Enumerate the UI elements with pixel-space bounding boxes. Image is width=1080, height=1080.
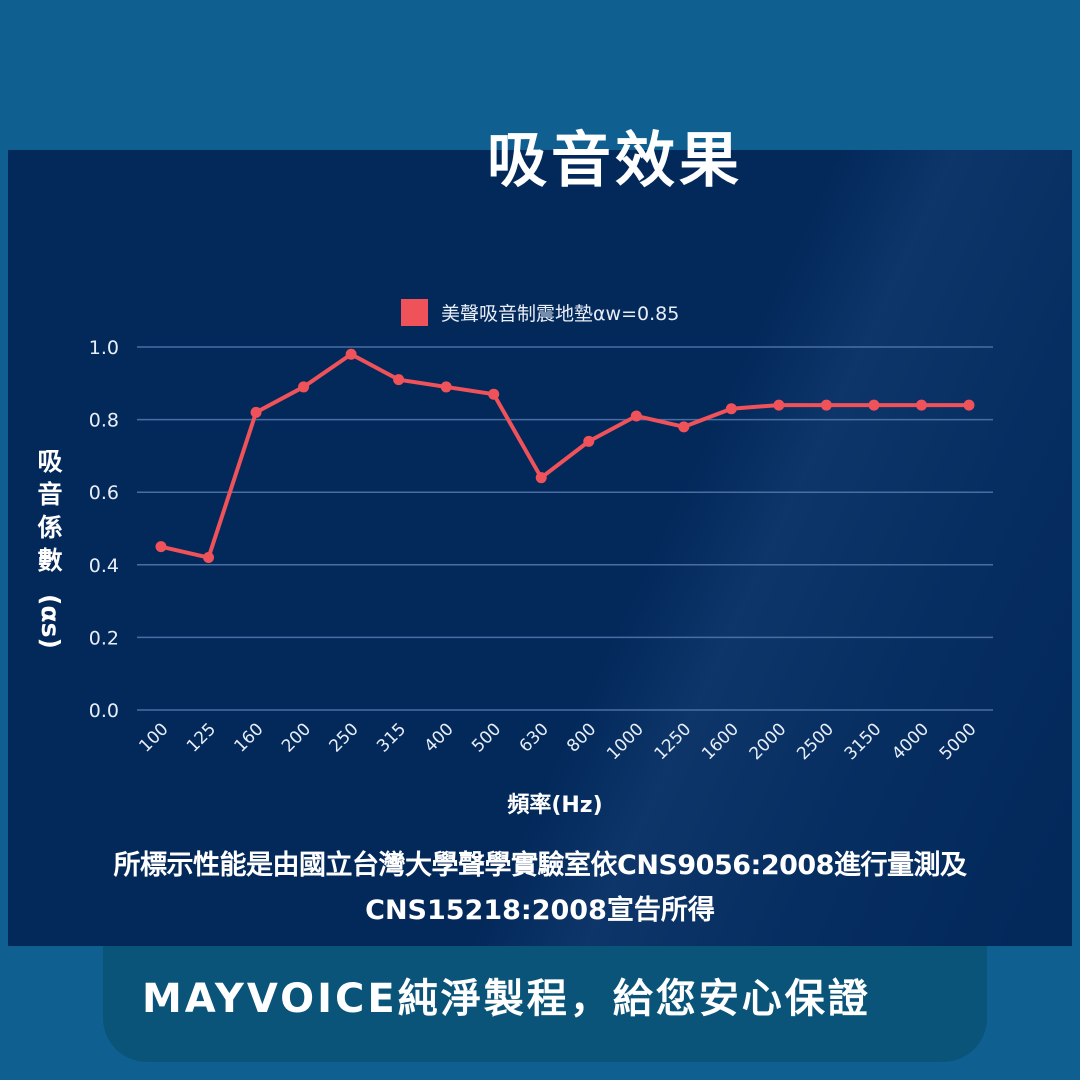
data-point: [583, 435, 595, 447]
chart-legend: 美聲吸音制震地墊αw=0.85: [401, 299, 679, 326]
x-tick-label: 100: [135, 719, 172, 756]
data-point: [298, 381, 310, 393]
x-tick-label: 500: [468, 719, 505, 756]
y-tick-label: 0.0: [89, 700, 119, 722]
data-point: [630, 410, 642, 422]
page-title: 吸音效果: [487, 126, 743, 196]
data-point: [440, 381, 452, 393]
y-axis-label-char: 係: [37, 513, 62, 542]
y-tick-label: 0.4: [89, 555, 119, 577]
data-point: [345, 348, 357, 360]
bottom-banner: [103, 946, 987, 1062]
x-tick-label: 3150: [841, 719, 886, 764]
data-point: [155, 541, 167, 553]
data-point: [963, 399, 975, 411]
panel-sheen: [8, 150, 1072, 946]
x-tick-label: 200: [278, 719, 315, 756]
data-point: [488, 388, 500, 400]
footnote-line-2: CNS15218:2008宣告所得: [365, 895, 715, 926]
y-axis-ticks: 0.0 0.2 0.4 0.6 0.8 1.0: [89, 337, 119, 722]
y-tick-label: 0.2: [89, 627, 119, 649]
x-tick-label: 800: [563, 719, 600, 756]
x-tick-label: 400: [421, 719, 458, 756]
data-point: [393, 374, 405, 386]
data-point: [725, 403, 737, 415]
x-tick-label: 1250: [651, 719, 696, 764]
legend-swatch-icon: [401, 299, 428, 326]
banner-slogan: MAYVOICE純淨製程，給您安心保證: [142, 976, 871, 1022]
y-axis-label-char: 音: [37, 480, 62, 509]
x-tick-label: 250: [326, 719, 363, 756]
data-point: [773, 399, 785, 411]
data-point: [535, 472, 547, 484]
y-tick-label: 1.0: [89, 337, 119, 359]
chart-panel: [8, 150, 1072, 946]
data-point: [820, 399, 832, 411]
data-point: [678, 421, 690, 433]
x-axis-label: 頻率(Hz): [507, 792, 602, 818]
x-tick-label: 4000: [888, 719, 933, 764]
data-point: [203, 552, 215, 564]
y-tick-label: 0.8: [89, 410, 119, 432]
y-tick-label: 0.6: [89, 482, 119, 504]
y-axis-label-char: 吸: [37, 447, 62, 476]
x-axis-ticks: 100 125 160 200 250 315 400 500 630 800 1000 1250 16…: [135, 719, 980, 764]
data-point: [915, 399, 927, 411]
x-tick-label: 630: [516, 719, 553, 756]
footnote-line-1: 所標示性能是由國立台灣大學聲學實驗室依CNS9056:2008進行量測及: [113, 850, 967, 881]
y-axis-label-char: 數: [37, 546, 62, 575]
y-axis-label-unit: (αs): [36, 594, 65, 649]
chart-gridlines: [137, 346, 993, 711]
legend-label: 美聲吸音制震地墊αw=0.85: [441, 303, 679, 325]
data-point: [250, 406, 262, 418]
x-tick-label: 1600: [698, 719, 743, 764]
x-tick-label: 2500: [793, 719, 838, 764]
x-tick-label: 2000: [746, 719, 791, 764]
x-tick-label: 5000: [936, 719, 981, 764]
data-point: [868, 399, 880, 411]
series-line: [160, 352, 969, 560]
data-series: [155, 348, 975, 564]
x-tick-label: 160: [231, 719, 268, 756]
x-tick-label: 315: [373, 719, 410, 756]
x-tick-label: 125: [183, 719, 220, 756]
x-tick-label: 1000: [603, 719, 648, 764]
